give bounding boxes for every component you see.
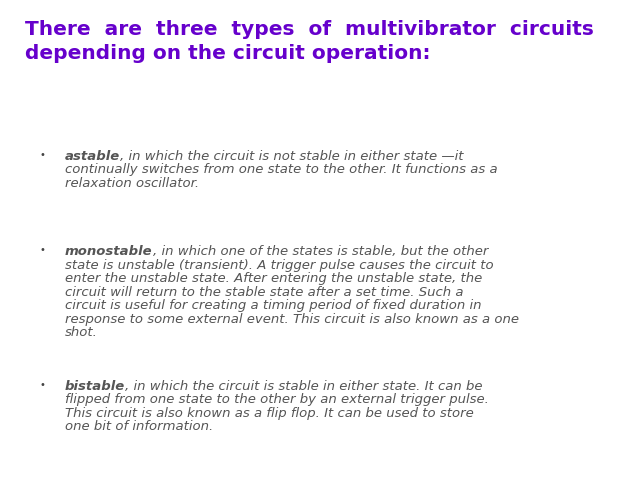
Text: monostable: monostable — [65, 245, 152, 258]
Text: continually switches from one state to the other. It functions as a: continually switches from one state to t… — [65, 164, 498, 177]
Text: depending on the circuit operation:: depending on the circuit operation: — [25, 44, 431, 63]
Text: bistable: bistable — [65, 380, 125, 393]
Text: shot.: shot. — [65, 326, 98, 339]
Text: astable: astable — [65, 150, 120, 163]
Text: state is unstable (transient). A trigger pulse causes the circuit to: state is unstable (transient). A trigger… — [65, 259, 493, 272]
Text: enter the unstable state. After entering the unstable state, the: enter the unstable state. After entering… — [65, 272, 483, 285]
Text: There  are  three  types  of  multivibrator  circuits: There are three types of multivibrator c… — [25, 20, 594, 39]
Text: •: • — [39, 380, 45, 390]
Text: response to some external event. This circuit is also known as a one: response to some external event. This ci… — [65, 312, 519, 325]
Text: , in which the circuit is stable in either state. It can be: , in which the circuit is stable in eith… — [125, 380, 483, 393]
Text: , in which one of the states is stable, but the other: , in which one of the states is stable, … — [152, 245, 488, 258]
Text: circuit is useful for creating a timing period of fixed duration in: circuit is useful for creating a timing … — [65, 299, 481, 312]
Text: This circuit is also known as a flip flop. It can be used to store: This circuit is also known as a flip flo… — [65, 407, 474, 420]
Text: •: • — [39, 245, 45, 255]
Text: flipped from one state to the other by an external trigger pulse.: flipped from one state to the other by a… — [65, 394, 489, 407]
Text: one bit of information.: one bit of information. — [65, 420, 213, 433]
Text: •: • — [39, 150, 45, 160]
Text: circuit will return to the stable state after a set time. Such a: circuit will return to the stable state … — [65, 286, 463, 299]
Text: , in which the circuit is not stable in either state —it: , in which the circuit is not stable in … — [120, 150, 464, 163]
Text: relaxation oscillator.: relaxation oscillator. — [65, 177, 199, 190]
